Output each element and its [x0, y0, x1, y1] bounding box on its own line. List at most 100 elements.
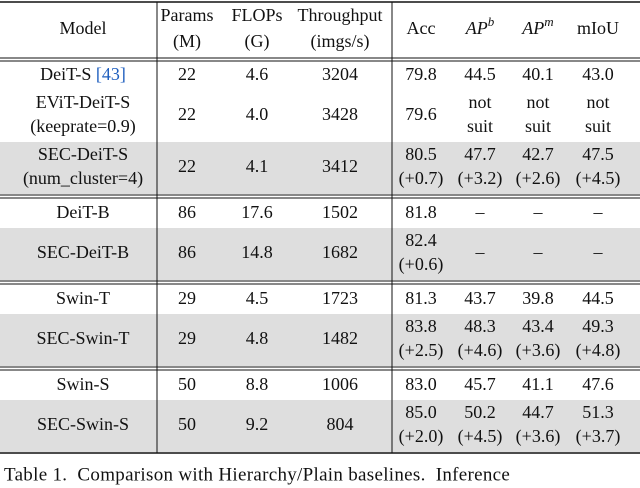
- cell: 22: [178, 64, 196, 84]
- cell: –: [533, 202, 544, 222]
- cell: 40.1: [522, 64, 554, 84]
- cell: 1682: [322, 242, 358, 262]
- cell: 82.4: [405, 230, 437, 250]
- header-base: AP: [465, 18, 488, 38]
- cell: 41.1: [522, 374, 554, 394]
- model-name: DeiT-S: [40, 64, 91, 84]
- delta: (+3.6): [516, 426, 561, 447]
- cell: suit: [525, 116, 551, 136]
- cell: 804: [327, 414, 354, 434]
- model-name: DeiT-S [43]: [40, 64, 126, 84]
- cell: 1006: [322, 374, 358, 394]
- model-name: Swin-T: [56, 288, 110, 308]
- row-shade: [0, 400, 640, 452]
- cell: 4.6: [246, 64, 269, 84]
- cell: –: [593, 202, 604, 222]
- header-cell: Model: [60, 18, 107, 38]
- delta: (+3.2): [458, 168, 503, 189]
- cell: 17.6: [241, 202, 273, 222]
- cell: –: [475, 202, 486, 222]
- cell: –: [533, 242, 544, 262]
- cell: 80.5: [405, 144, 437, 164]
- cell: 44.5: [464, 64, 496, 84]
- cell: 3412: [322, 156, 358, 176]
- header-base: AP: [521, 18, 544, 38]
- cell: 48.3: [464, 316, 496, 336]
- model-name: SEC-DeiT-B: [37, 242, 129, 262]
- cell: not: [586, 92, 609, 112]
- cell: 44.5: [582, 288, 614, 308]
- delta: (+2.5): [399, 340, 444, 361]
- cell: 47.6: [582, 374, 614, 394]
- model-name: (keeprate=0.9): [30, 116, 136, 137]
- model-name: DeiT-B: [56, 202, 109, 222]
- header-cell: Throughput: [298, 5, 383, 25]
- header-cell: mIoU: [577, 18, 619, 38]
- row-shade: [0, 228, 640, 280]
- cell: –: [593, 242, 604, 262]
- cell: 4.1: [246, 156, 269, 176]
- model-name: (num_cluster=4): [23, 168, 143, 189]
- cell: 50: [178, 374, 196, 394]
- cell: 14.8: [241, 242, 273, 262]
- cell: 86: [178, 242, 196, 262]
- delta: (+2.6): [516, 168, 561, 189]
- cell: 49.3: [582, 316, 614, 336]
- cell: 22: [178, 156, 196, 176]
- citation: [43]: [96, 64, 126, 84]
- cell: 8.8: [246, 374, 269, 394]
- cell: 79.6: [405, 104, 437, 124]
- cell: 42.7: [522, 144, 554, 164]
- cell: 1723: [322, 288, 358, 308]
- cell: 29: [178, 288, 196, 308]
- cell: 22: [178, 104, 196, 124]
- cell: 85.0: [405, 402, 437, 422]
- cell: 50.2: [464, 402, 496, 422]
- cell: 1482: [322, 328, 358, 348]
- cell: 44.7: [522, 402, 554, 422]
- header-cell: APb: [465, 14, 495, 38]
- cell: 4.5: [246, 288, 269, 308]
- cell: suit: [585, 116, 611, 136]
- cell: not: [526, 92, 549, 112]
- cell: 43.0: [582, 64, 614, 84]
- cell: 3204: [322, 64, 358, 84]
- cell: 51.3: [582, 402, 614, 422]
- model-name: SEC-Swin-S: [37, 414, 129, 434]
- cell: 29: [178, 328, 196, 348]
- cell: 81.3: [405, 288, 437, 308]
- header-cell: APm: [521, 14, 553, 38]
- caption: Table 1. Comparison with Hierarchy/Plain…: [4, 464, 510, 485]
- header-cell: Acc: [407, 18, 436, 38]
- header-sup: b: [488, 14, 495, 29]
- cell: 50: [178, 414, 196, 434]
- delta: (+4.6): [458, 340, 503, 361]
- cell: 1502: [322, 202, 358, 222]
- model-name: Swin-S: [56, 374, 109, 394]
- delta: (+2.0): [399, 426, 444, 447]
- delta: (+0.6): [399, 254, 444, 275]
- cell: 47.7: [464, 144, 496, 164]
- cell: 3428: [322, 104, 358, 124]
- cell: 79.8: [405, 64, 437, 84]
- delta: (+4.5): [576, 168, 621, 189]
- model-name: EViT-DeiT-S: [36, 92, 131, 112]
- delta: (+3.7): [576, 426, 621, 447]
- cell: 4.0: [246, 104, 269, 124]
- cell: 43.7: [464, 288, 496, 308]
- header-cell: (M): [173, 31, 201, 52]
- header-cell: FLOPs: [231, 5, 282, 25]
- cell: 43.4: [522, 316, 554, 336]
- cell: 9.2: [246, 414, 269, 434]
- header-cell: (G): [245, 31, 270, 52]
- cell: suit: [467, 116, 493, 136]
- row-shade: [0, 142, 640, 194]
- header-cell: (imgs/s): [310, 31, 369, 52]
- cell: 47.5: [582, 144, 614, 164]
- cell: not: [468, 92, 491, 112]
- cell: 81.8: [405, 202, 437, 222]
- cell: 4.8: [246, 328, 269, 348]
- cell: 83.0: [405, 374, 437, 394]
- cell: 83.8: [405, 316, 437, 336]
